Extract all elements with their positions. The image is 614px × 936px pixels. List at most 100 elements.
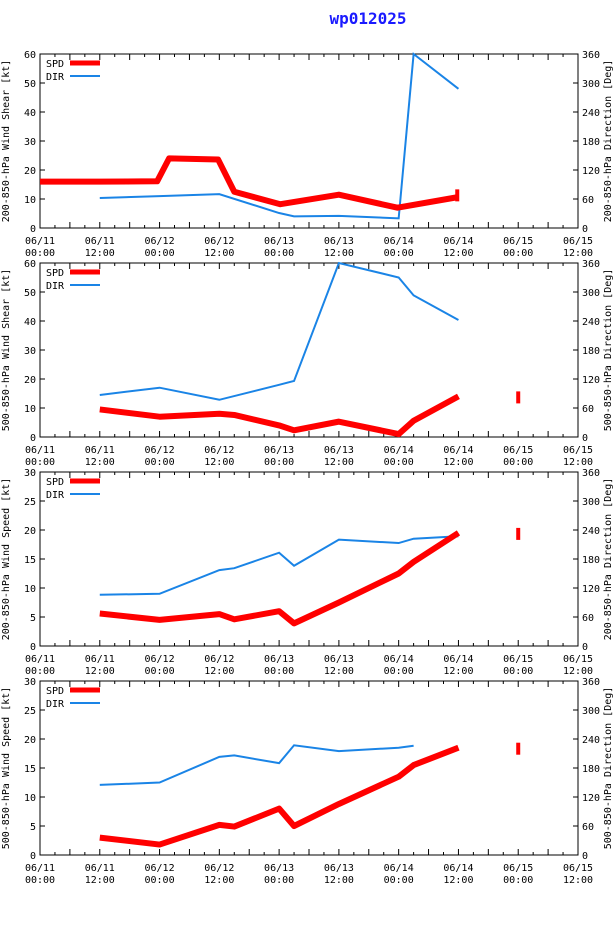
x-tick-label-time: 12:00	[85, 248, 115, 259]
dir-series-line	[99, 535, 459, 596]
x-tick-label-time: 00:00	[25, 666, 55, 677]
y-tick-label: 10	[24, 404, 36, 415]
x-tick-label-time: 00:00	[384, 875, 414, 886]
y-tick-label: 50	[24, 288, 36, 299]
x-tick-label-date: 06/14	[443, 236, 473, 247]
y2-tick-label: 180	[582, 137, 600, 148]
x-tick-label-date: 06/13	[264, 654, 294, 665]
x-tick-label-date: 06/15	[563, 445, 593, 456]
y2-tick-label: 300	[582, 79, 600, 90]
x-tick-label-time: 00:00	[25, 248, 55, 259]
y-tick-label: 0	[30, 642, 36, 653]
y-axis-title: 500-850-hPa Wind Shear [kt]	[1, 269, 12, 432]
x-tick-label-time: 12:00	[443, 248, 473, 259]
legend-spd-label: SPD	[46, 477, 64, 488]
x-tick-label-date: 06/14	[443, 863, 473, 874]
x-tick-label-time: 12:00	[324, 248, 354, 259]
x-tick-label-time: 12:00	[443, 666, 473, 677]
x-tick-label-time: 12:00	[443, 457, 473, 468]
y-tick-label: 5	[30, 822, 36, 833]
y2-tick-label: 240	[582, 317, 600, 328]
x-tick-label-time: 00:00	[145, 457, 175, 468]
x-tick-label-date: 06/12	[204, 236, 234, 247]
y2-tick-label: 240	[582, 108, 600, 119]
legend-spd-label: SPD	[46, 686, 64, 697]
x-tick-label-time: 12:00	[204, 248, 234, 259]
x-tick-label-time: 12:00	[85, 875, 115, 886]
x-tick-label-date: 06/11	[25, 863, 55, 874]
y-tick-label: 40	[24, 108, 36, 119]
y-tick-label: 5	[30, 613, 36, 624]
x-tick-label-time: 12:00	[85, 457, 115, 468]
page-title: wp012025	[329, 9, 407, 28]
x-tick-label-time: 00:00	[25, 457, 55, 468]
legend-dir-label: DIR	[46, 490, 65, 501]
plot-frame	[39, 471, 579, 647]
x-tick-label-time: 00:00	[264, 457, 294, 468]
x-tick-label-date: 06/14	[384, 654, 414, 665]
y-tick-label: 20	[24, 166, 36, 177]
x-tick-label-date: 06/12	[204, 863, 234, 874]
y-tick-label: 25	[24, 706, 36, 717]
x-tick-label-date: 06/11	[25, 654, 55, 665]
y-tick-label: 15	[24, 764, 36, 775]
x-tick-label-date: 06/14	[384, 445, 414, 456]
y-tick-label: 0	[30, 224, 36, 235]
y-tick-label: 20	[24, 375, 36, 386]
x-tick-label-date: 06/12	[145, 654, 175, 665]
plot-frame	[39, 680, 579, 856]
y-axis-title: 500-850-hPa Wind Speed [kt]	[1, 687, 12, 850]
y2-tick-label: 120	[582, 584, 600, 595]
x-tick-label-time: 00:00	[145, 248, 175, 259]
y2-tick-label: 360	[582, 50, 600, 61]
y2-tick-label: 120	[582, 793, 600, 804]
y2-tick-label: 0	[582, 642, 588, 653]
legend-spd-label: SPD	[46, 268, 64, 279]
y-tick-label: 40	[24, 317, 36, 328]
x-tick-label-date: 06/15	[563, 236, 593, 247]
y-tick-label: 20	[24, 526, 36, 537]
dir-series-line	[99, 52, 460, 220]
x-tick-label-date: 06/13	[264, 863, 294, 874]
chart-panel-2: 010203040506006012018024030036006/1100:0…	[1, 259, 614, 468]
x-tick-label-date: 06/11	[25, 236, 55, 247]
y-tick-label: 50	[24, 79, 36, 90]
x-tick-label-time: 12:00	[563, 248, 593, 259]
x-tick-label-date: 06/15	[563, 654, 593, 665]
spd-series-line	[99, 744, 460, 848]
x-tick-label-date: 06/12	[145, 445, 175, 456]
x-tick-label-date: 06/12	[204, 654, 234, 665]
x-tick-label-time: 12:00	[204, 666, 234, 677]
spd-series-line	[40, 155, 458, 211]
y-tick-label: 30	[24, 468, 36, 479]
x-tick-label-time: 12:00	[324, 875, 354, 886]
x-tick-label-date: 06/15	[563, 863, 593, 874]
x-tick-label-time: 00:00	[384, 666, 414, 677]
y-tick-label: 30	[24, 677, 36, 688]
y2-tick-label: 360	[582, 677, 600, 688]
x-tick-label-date: 06/11	[85, 863, 115, 874]
y2-tick-label: 360	[582, 468, 600, 479]
x-tick-label-date: 06/13	[324, 863, 354, 874]
y2-tick-label: 0	[582, 433, 588, 444]
x-tick-label-time: 12:00	[85, 666, 115, 677]
y2-tick-label: 300	[582, 497, 600, 508]
x-tick-label-time: 00:00	[25, 875, 55, 886]
x-tick-label-time: 12:00	[563, 457, 593, 468]
y2-tick-label: 180	[582, 346, 600, 357]
x-tick-label-date: 06/13	[264, 236, 294, 247]
y2-tick-label: 360	[582, 259, 600, 270]
x-tick-label-time: 00:00	[503, 248, 533, 259]
x-tick-label-date: 06/15	[503, 654, 533, 665]
y2-tick-label: 0	[582, 224, 588, 235]
x-tick-label-time: 00:00	[503, 457, 533, 468]
y2-tick-label: 180	[582, 555, 600, 566]
x-tick-label-time: 00:00	[503, 666, 533, 677]
y-tick-label: 60	[24, 259, 36, 270]
x-tick-label-date: 06/11	[85, 654, 115, 665]
y2-axis-title: 200-850-hPa Direction [Deg]	[603, 60, 614, 223]
chart-panel-3: 05101520253006012018024030036006/1100:00…	[1, 468, 614, 677]
y2-axis-title: 500-850-hPa Direction [Deg]	[603, 687, 614, 850]
x-tick-label-time: 00:00	[145, 875, 175, 886]
y-tick-label: 10	[24, 793, 36, 804]
